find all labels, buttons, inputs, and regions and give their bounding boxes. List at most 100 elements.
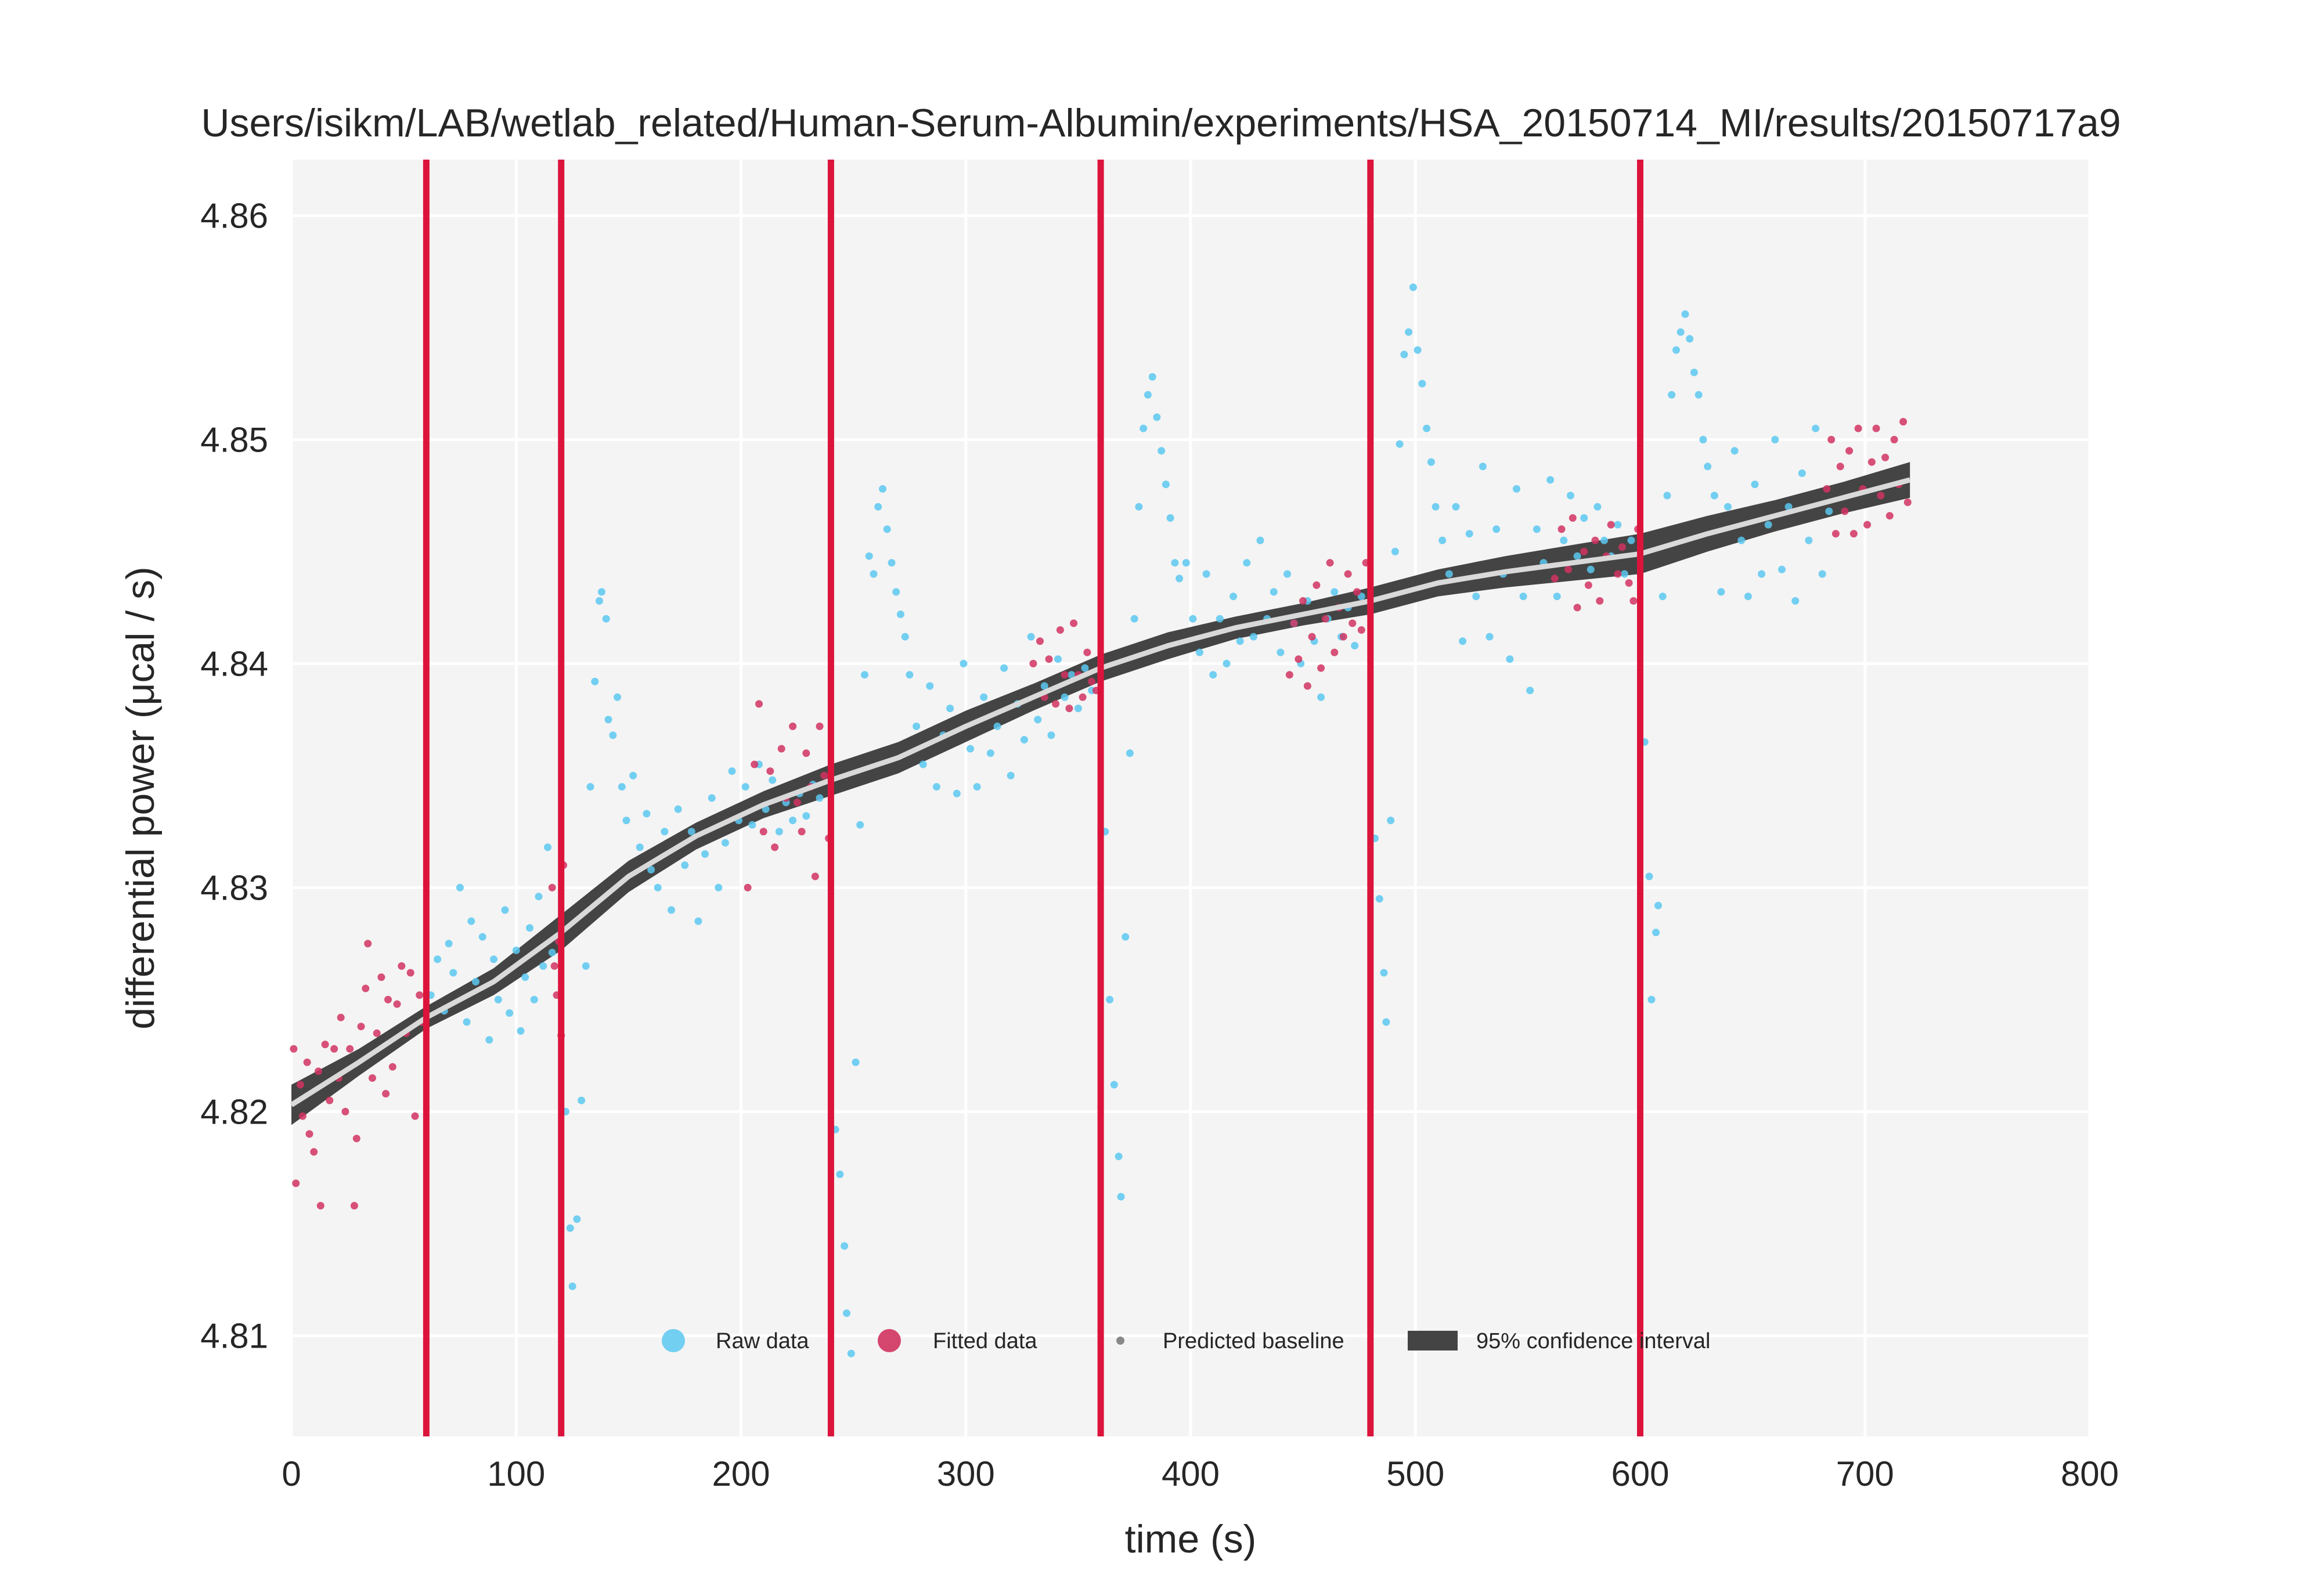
raw-data-point: [1216, 615, 1224, 623]
raw-data-point: [1690, 369, 1698, 377]
raw-data-point: [1717, 588, 1725, 596]
raw-data-point: [1681, 310, 1689, 318]
raw-data-point: [456, 883, 464, 891]
raw-data-point: [980, 693, 988, 701]
raw-data-point: [1432, 503, 1440, 511]
fitted-data-point: [1580, 547, 1588, 555]
raw-data-point: [896, 611, 904, 618]
fitted-data-point: [1357, 626, 1365, 634]
raw-data-point: [521, 973, 529, 981]
raw-data-point: [721, 839, 729, 847]
grid: [290, 160, 2092, 1436]
fitted-data-point: [352, 1135, 360, 1143]
y-axis-ticks: 4.81 4.82 4.83 4.84 4.85 4.86: [200, 196, 268, 1355]
raw-data-point: [874, 503, 882, 511]
raw-data-point: [986, 749, 994, 757]
raw-data-point: [1400, 351, 1408, 359]
fitted-data-point: [744, 883, 752, 891]
raw-data-point: [1546, 476, 1555, 484]
x-tick-label: 100: [487, 1454, 545, 1493]
raw-data-point: [1587, 565, 1595, 573]
fitted-data-point: [1591, 536, 1599, 544]
raw-data-point: [852, 1058, 860, 1066]
raw-data-point: [879, 485, 886, 493]
raw-data-point: [1074, 705, 1082, 713]
fitted-data-point: [1321, 615, 1329, 623]
raw-data-point: [741, 783, 749, 791]
raw-data-point: [1391, 547, 1399, 555]
y-axis-label: differential power (μcal / s): [118, 566, 163, 1030]
raw-data-point: [1427, 458, 1435, 466]
raw-data-point: [1506, 655, 1514, 663]
fitted-data-point: [1308, 633, 1316, 641]
fitted-data-point: [1036, 637, 1044, 645]
x-tick-label: 0: [282, 1454, 301, 1493]
confidence-interval-band: [291, 462, 1910, 1125]
fitted-data-series: [290, 418, 1912, 1209]
raw-data-point: [1144, 391, 1152, 399]
raw-data-point: [1600, 536, 1608, 544]
fitted-data-point: [1065, 705, 1073, 713]
fitted-data-point: [1885, 512, 1894, 520]
fitted-data-point: [326, 1096, 334, 1104]
fitted-data-point: [1845, 447, 1854, 455]
chart-title: Users/isikm/LAB/wetlab_related/Human-Ser…: [201, 101, 2121, 145]
raw-data-point: [582, 962, 590, 970]
fitted-data-point: [305, 1130, 313, 1138]
raw-data-point: [622, 817, 630, 825]
raw-data-point: [1686, 335, 1694, 343]
fitted-data-point: [1285, 671, 1293, 679]
x-tick-label: 600: [1611, 1454, 1669, 1493]
fitted-data-point: [802, 749, 810, 757]
raw-data-point: [604, 716, 612, 724]
fitted-data-point: [406, 969, 414, 977]
raw-data-point: [1492, 525, 1501, 533]
raw-data-point: [687, 828, 695, 836]
fitted-data-point: [816, 723, 824, 730]
raw-data-point: [1054, 655, 1062, 663]
raw-data-point: [1485, 633, 1494, 641]
raw-data-point: [1654, 901, 1662, 909]
raw-data-point: [1148, 373, 1156, 381]
fitted-data-point: [1849, 530, 1858, 538]
fitted-data-point: [548, 883, 556, 891]
fitted-data-point: [755, 700, 763, 708]
raw-data-point: [1223, 659, 1231, 667]
legend: Raw data Fitted data Predicted baseline …: [662, 1329, 1710, 1353]
raw-data-point: [973, 783, 981, 791]
fitted-data-point: [1061, 671, 1069, 679]
raw-data-point: [1387, 817, 1395, 825]
raw-data-point: [769, 776, 777, 784]
raw-data-point: [1110, 1081, 1118, 1089]
raw-data-point: [1724, 503, 1732, 511]
raw-data-point: [865, 552, 873, 560]
raw-data-point: [573, 1215, 581, 1223]
fitted-data-point: [1083, 648, 1091, 656]
fitted-data-point: [1890, 436, 1898, 443]
raw-data-point: [1040, 682, 1048, 690]
raw-data-point: [1414, 346, 1422, 354]
raw-data-point: [1645, 872, 1653, 880]
fitted-data-point: [362, 984, 370, 992]
raw-data-point: [1560, 536, 1568, 544]
fitted-data-point: [1557, 525, 1566, 533]
fitted-data-point: [811, 872, 819, 880]
raw-data-point: [1737, 536, 1746, 544]
raw-data-point: [1375, 895, 1383, 903]
raw-data-point: [1380, 969, 1388, 977]
x-axis-label: time (s): [1125, 1517, 1257, 1561]
raw-data-point: [1784, 503, 1793, 511]
raw-data-point: [1513, 485, 1520, 493]
raw-data-point: [1567, 492, 1574, 500]
fitted-data-point: [1863, 521, 1872, 529]
raw-data-point: [1526, 687, 1534, 695]
raw-data-point: [1614, 521, 1622, 529]
raw-data-point: [636, 843, 644, 851]
fitted-data-point: [1045, 655, 1053, 663]
fitted-data-point: [321, 1041, 329, 1049]
fitted-data-point: [1344, 570, 1352, 578]
legend-marker-fitted: [878, 1329, 901, 1352]
raw-data-point: [578, 1096, 586, 1104]
fitted-data-point: [388, 1063, 396, 1071]
